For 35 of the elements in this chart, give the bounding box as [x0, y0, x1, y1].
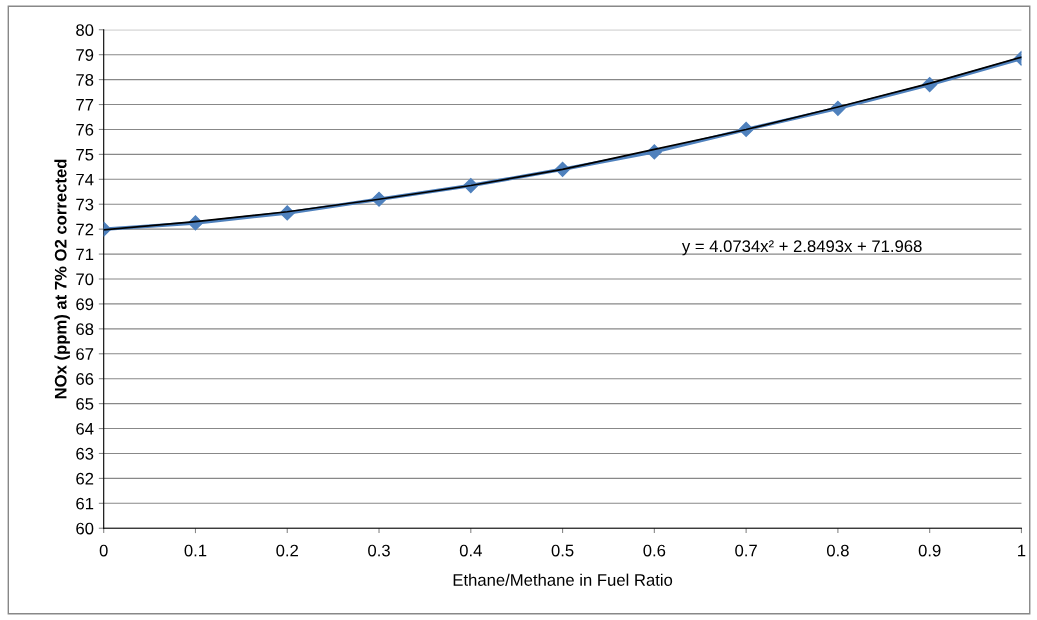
x-tick-label: 0.3 — [368, 544, 390, 557]
x-tick-label: 0.2 — [276, 544, 298, 557]
y-tick-label: 64 — [76, 422, 94, 435]
y-tick-label: 75 — [76, 148, 94, 161]
y-tick-label: 67 — [76, 348, 94, 360]
x-tick-label: 0.5 — [551, 544, 574, 557]
x-axis-title: Ethane/Methane in Fuel Ratio — [453, 573, 673, 586]
x-tick-label: 0.6 — [643, 544, 666, 557]
x-tick-label: 0.1 — [184, 544, 207, 557]
x-tick-label: 0.9 — [918, 544, 941, 557]
y-tick-label: 74 — [76, 173, 94, 186]
x-tick-label: 1 — [1018, 544, 1026, 557]
y-tick-label: 73 — [76, 198, 94, 211]
annotation: y = 4.0734x² + 2.8493x + 71.968 — [681, 240, 922, 256]
y-tick-label: 63 — [76, 447, 94, 460]
y-tick-label: 77 — [76, 99, 94, 111]
y-tick-label: 60 — [76, 522, 94, 535]
y-tick-label: 71 — [76, 248, 94, 261]
y-tick-label: 78 — [76, 74, 94, 86]
y-tick-label: 79 — [76, 49, 94, 61]
x-tick-label: 0.8 — [826, 544, 849, 557]
x-tick-label: 0.4 — [459, 544, 482, 557]
y-tick-label: 62 — [76, 472, 94, 485]
y-tick-label: 68 — [76, 323, 94, 336]
y-axis-title: NOx (ppm) at 7% O2 corrected — [54, 159, 70, 399]
y-tick-label: 69 — [76, 298, 94, 311]
y-tick-label: 61 — [76, 497, 94, 510]
x-tick-label: 0.7 — [735, 544, 757, 557]
y-tick-label: 80 — [76, 24, 94, 36]
y-tick-label: 72 — [76, 223, 94, 236]
y-tick-label: 70 — [76, 273, 94, 286]
y-tick-label: 66 — [76, 373, 94, 385]
y-tick-label: 65 — [76, 398, 94, 410]
x-tick-label: 0 — [99, 544, 108, 557]
y-tick-label: 76 — [76, 123, 94, 136]
